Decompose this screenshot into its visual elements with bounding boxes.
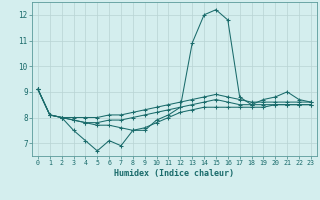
X-axis label: Humidex (Indice chaleur): Humidex (Indice chaleur) <box>115 169 234 178</box>
